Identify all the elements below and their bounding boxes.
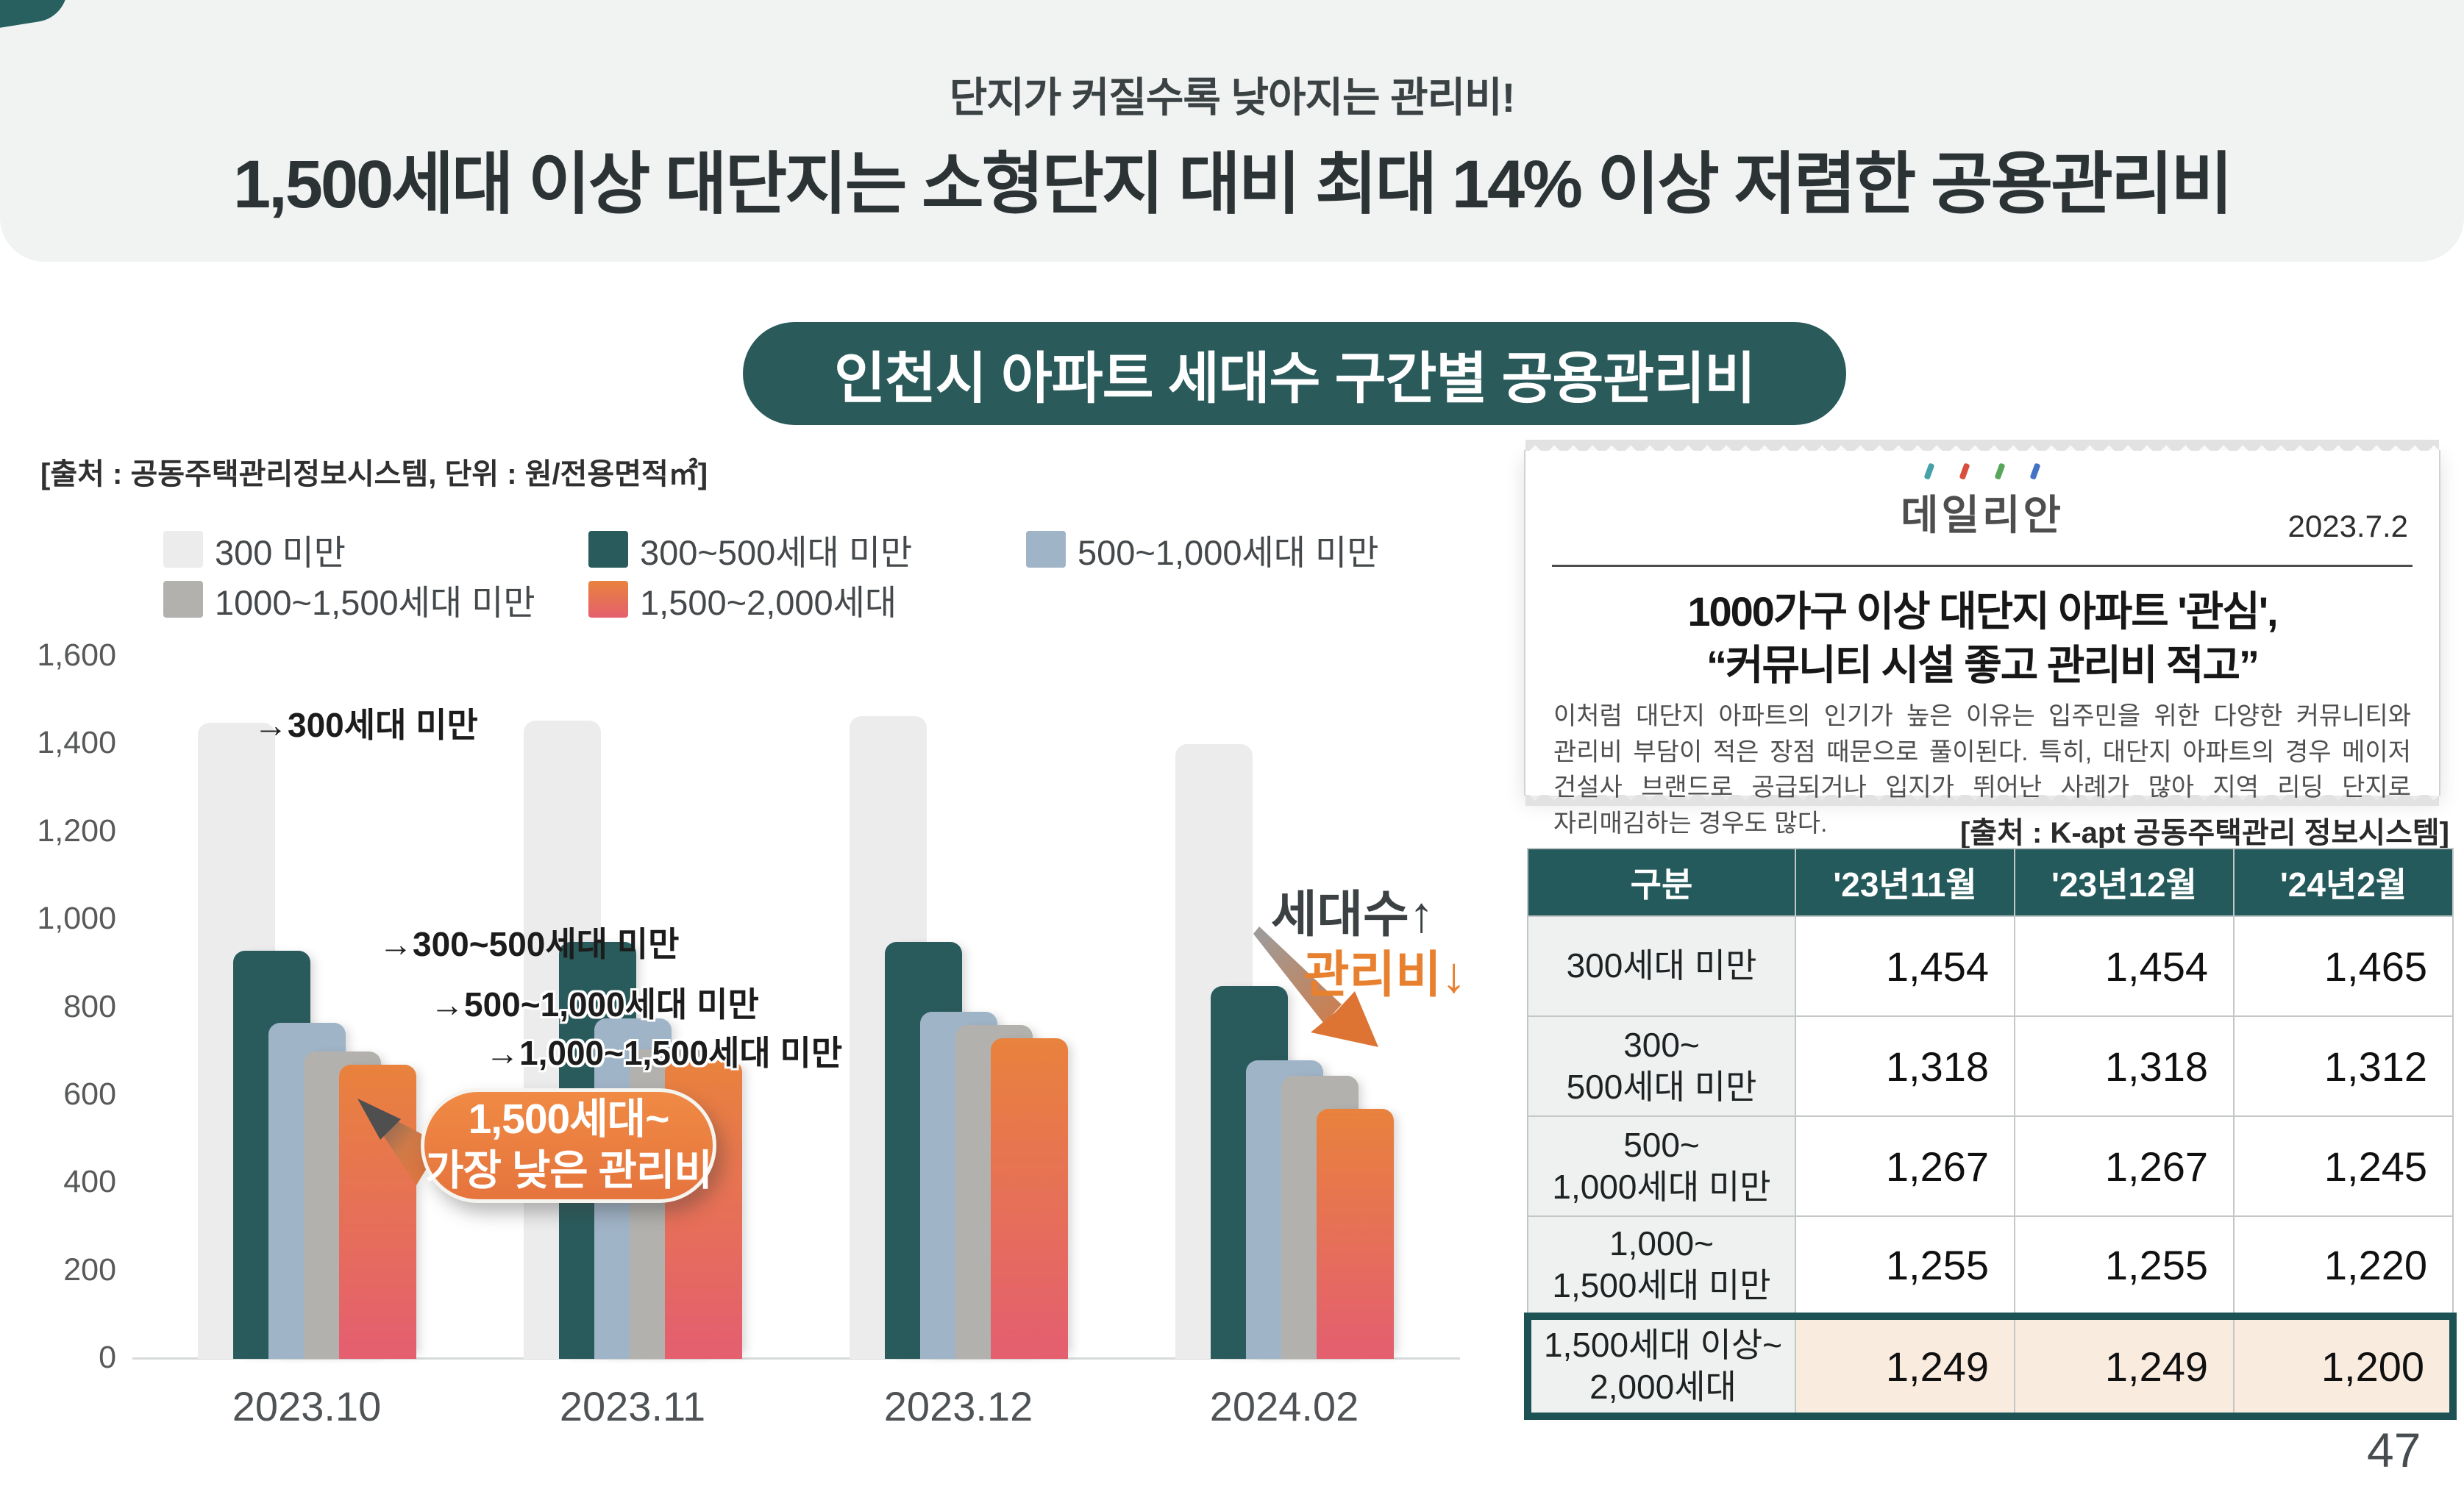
- callout-line2: 가장 낮은 관리비: [425, 1147, 713, 1194]
- y-axis-tick-label: 0: [99, 1340, 116, 1375]
- bar-1,500~2,000세대-2024.02: [1316, 1108, 1394, 1359]
- chart-title-badge: 인천시 아파트 세대수 구간별 공용관리비: [743, 322, 1846, 425]
- trend-note-fee: 관리비↓: [1303, 947, 1467, 1003]
- value-cell: 1,465: [2233, 915, 2454, 1017]
- y-axis-tick-label: 1,600: [37, 638, 116, 673]
- y-axis-tick-label: 1,200: [37, 813, 116, 849]
- news-headline-line1: 1000가구 이상 대단지 아파트 '관심',: [1687, 588, 2278, 635]
- x-axis-label: 2024.02: [1209, 1383, 1359, 1429]
- table-row: 1,000~ 1,500세대 미만 1,255 1,255 1,220: [1527, 1215, 2454, 1317]
- news-date: 2023.7.2: [2287, 509, 2409, 543]
- table-source-note: [출처 : K-apt 공동주택관리 정보시스템]: [1959, 817, 2449, 849]
- legend-item: 300~500세대 미만: [588, 526, 912, 572]
- table-row: 300~ 500세대 미만 1,318 1,318 1,312: [1527, 1015, 2454, 1117]
- bar-1,500~2,000세대-2023.10: [338, 1065, 416, 1359]
- row-label-cell: 300~ 500세대 미만: [1527, 1015, 1796, 1117]
- row-label-cell: 500~ 1,000세대 미만: [1527, 1115, 1796, 1217]
- table-header-cell: '24년2월: [2233, 848, 2454, 917]
- legend-swatch-icon: [163, 531, 203, 568]
- table-header-cell: '23년12월: [2014, 848, 2235, 917]
- table-header-row: 구분 '23년11월 '23년12월 '24년2월: [1527, 848, 2454, 917]
- value-cell: 1,318: [2014, 1015, 2235, 1117]
- row-label-cell: 300세대 미만: [1527, 915, 1796, 1017]
- slide-subtitle: 단지가 커질수록 낮아지는 관리비!: [949, 74, 1516, 121]
- y-axis-tick-label: 1,400: [37, 725, 116, 761]
- news-logo-marks-icon: [1525, 463, 2439, 480]
- value-cell: 1,267: [1795, 1115, 2015, 1217]
- legend-swatch-icon: [588, 581, 628, 618]
- legend-swatch-icon: [163, 581, 203, 618]
- value-cell: 1,318: [1795, 1015, 2015, 1117]
- value-cell: 1,220: [2233, 1215, 2454, 1317]
- fee-table: 구분 '23년11월 '23년12월 '24년2월 300세대 미만 1,454 1,45…: [1524, 848, 2457, 1420]
- value-cell: 1,255: [2014, 1215, 2235, 1317]
- table-header-cell: '23년11월: [1795, 848, 2015, 917]
- series-annotation: →300세대 미만: [254, 706, 478, 744]
- table-row: 500~ 1,000세대 미만 1,267 1,267 1,245: [1527, 1115, 2454, 1217]
- callout-bubble: 1,500세대~ 가장 낮은 관리비: [421, 1088, 716, 1203]
- row-label-cell: 1,000~ 1,500세대 미만: [1527, 1215, 1796, 1317]
- fee-table-wrap: 구분 '23년11월 '23년12월 '24년2월 300세대 미만 1,454 1,45…: [1524, 848, 2457, 1420]
- legend-swatch-icon: [1026, 531, 1066, 568]
- legend-item: 1000~1,500세대 미만: [163, 576, 535, 622]
- legend-item: 1,500~2,000세대: [588, 576, 897, 622]
- legend-label: 1000~1,500세대 미만: [215, 582, 535, 622]
- value-cell: 1,255: [1795, 1215, 2015, 1317]
- bar-1,500~2,000세대-2023.12: [990, 1038, 1068, 1359]
- news-logo-text: 데일리안: [1900, 492, 2065, 538]
- x-axis-label: 2023.11: [559, 1383, 706, 1429]
- legend-label: 300~500세대 미만: [640, 532, 913, 572]
- news-logo: 데일리안: [1525, 463, 2439, 542]
- value-cell: 1,312: [2233, 1015, 2454, 1117]
- news-divider: [1552, 565, 2413, 567]
- y-axis-tick-label: 1,000: [37, 901, 116, 937]
- table-row: 300세대 미만 1,454 1,454 1,465: [1527, 915, 2454, 1017]
- legend-label: 1,500~2,000세대: [640, 582, 897, 622]
- y-axis-tick-label: 400: [63, 1164, 116, 1200]
- legend-label: 500~1,000세대 미만: [1078, 532, 1379, 572]
- news-headline-line2: “커뮤니티 시설 좋고 관리비 적고”: [1706, 641, 2260, 688]
- callout-line1: 1,500세대~: [468, 1096, 670, 1143]
- torn-edge-bottom: [1525, 795, 2439, 806]
- news-headline: 1000가구 이상 대단지 아파트 '관심', “커뮤니티 시설 좋고 관리비 …: [1525, 585, 2439, 693]
- value-cell: 1,249: [2014, 1313, 2235, 1420]
- table-row-highlighted: 1,500세대 이상~ 2,000세대 1,249 1,249 1,200: [1524, 1313, 2457, 1420]
- legend-label: 300 미만: [215, 532, 346, 572]
- x-axis-line: [132, 1357, 1460, 1360]
- table-header-cell: 구분: [1527, 848, 1796, 917]
- page-title: 1,500세대 이상 대단지는 소형단지 대비 최대 14% 이상 저렴한 공용…: [232, 147, 2233, 222]
- news-article-card: 데일리안 2023.7.2 1000가구 이상 대단지 아파트 '관심', “커…: [1524, 440, 2440, 838]
- value-cell: 1,454: [2014, 915, 2235, 1017]
- y-axis-tick-label: 600: [63, 1076, 116, 1112]
- page-number: 47: [2367, 1423, 2421, 1477]
- corner-accent: [0, 0, 73, 31]
- value-cell: 1,454: [1795, 915, 2015, 1017]
- value-cell: 1,245: [2233, 1115, 2454, 1217]
- legend-swatch-icon: [588, 531, 628, 568]
- series-annotation: →300~500세대 미만: [379, 925, 680, 963]
- legend-item: 300 미만: [163, 526, 346, 572]
- y-axis-tick-label: 800: [63, 988, 116, 1024]
- row-label-cell: 1,500세대 이상~ 2,000세대: [1524, 1313, 1796, 1420]
- torn-edge-top: [1525, 440, 2439, 451]
- x-axis-label: 2023.12: [883, 1383, 1033, 1429]
- legend-item: 500~1,000세대 미만: [1026, 526, 1379, 572]
- y-axis-tick-label: 200: [63, 1251, 116, 1288]
- x-axis-label: 2023.10: [232, 1383, 382, 1429]
- value-cell: 1,267: [2014, 1115, 2235, 1217]
- header-band: 단지가 커질수록 낮아지는 관리비! 1,500세대 이상 대단지는 소형단지 …: [0, 0, 2464, 262]
- news-body: 이처럼 대단지 아파트의 인기가 높은 이유는 입주민을 위한 다양한 커뮤니티…: [1553, 702, 2411, 838]
- series-annotation: →1,000~1,500세대 미만: [485, 1034, 843, 1072]
- value-cell: 1,249: [1795, 1313, 2015, 1420]
- chart-source-note: [출처 : 공동주택관리정보시스템, 단위 : 원/전용면적㎡]: [40, 458, 708, 490]
- series-annotation: →500~1,000세대 미만: [430, 985, 759, 1024]
- value-cell: 1,200: [2233, 1313, 2457, 1420]
